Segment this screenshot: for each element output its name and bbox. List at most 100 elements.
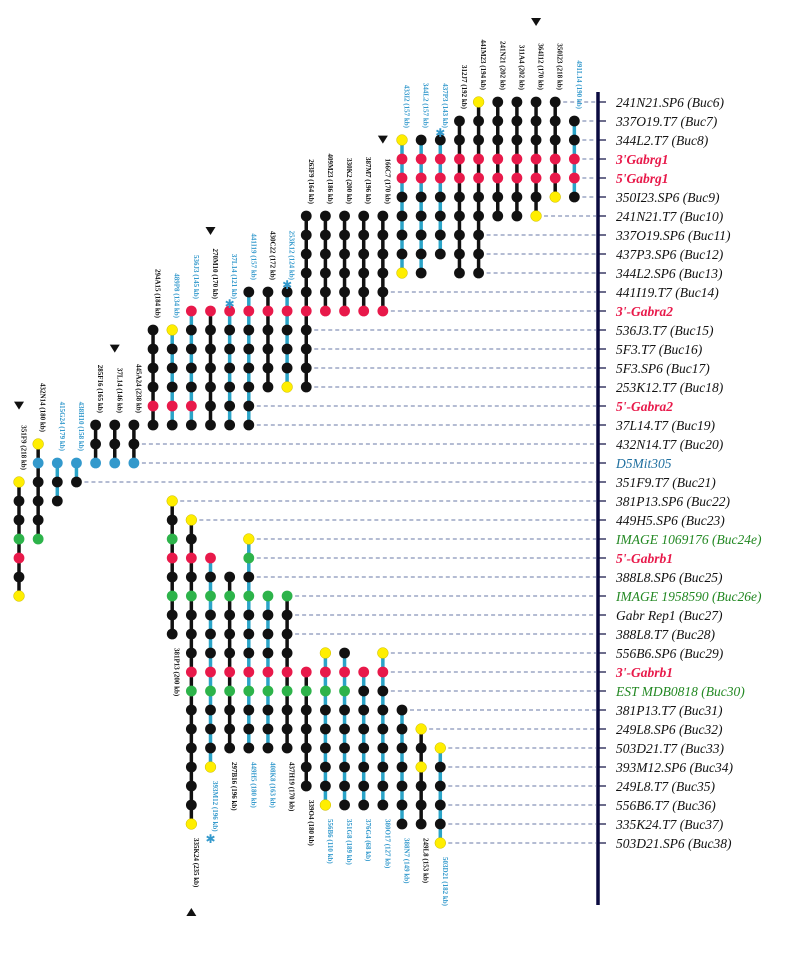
sts-dot <box>358 267 370 279</box>
sts-dot <box>281 286 293 298</box>
sts-dot <box>147 381 159 393</box>
clone-label: 556B6 (110 kb) <box>326 819 334 864</box>
sts-dot <box>71 476 82 488</box>
sts-dot <box>511 153 523 165</box>
clone-columns <box>13 96 580 849</box>
sts-dot <box>243 552 255 564</box>
sts-dot <box>358 780 370 792</box>
marker-label: IMAGE 1958590 (Buc26e) <box>615 589 762 604</box>
sts-dot <box>377 305 389 317</box>
sts-dot <box>109 438 121 450</box>
sts-dot <box>339 229 350 241</box>
sts-dot <box>320 761 331 773</box>
sts-dot <box>166 419 178 431</box>
sts-dot <box>339 685 350 697</box>
sts-dot <box>320 229 331 241</box>
sts-dot <box>339 286 350 298</box>
sts-dot <box>262 647 274 659</box>
sts-dot <box>262 381 274 393</box>
clone-label: 441M23 (194 kb) <box>479 39 487 90</box>
clone-label: 350I23 (218 kb) <box>556 43 564 90</box>
clone-438h10 <box>71 457 82 488</box>
sts-dot <box>549 134 561 146</box>
sts-dot <box>205 590 216 602</box>
sts-dot <box>434 229 446 241</box>
clone-label: 393M12 (196 kb) <box>211 781 219 832</box>
clone-491l14 <box>568 115 580 203</box>
sts-dot <box>434 742 446 754</box>
sts-dot <box>147 400 159 412</box>
clone-37l14 <box>224 305 236 431</box>
sts-dot <box>530 96 542 108</box>
sts-dot <box>320 305 331 317</box>
sts-dot <box>224 362 236 374</box>
sts-dot <box>71 457 82 469</box>
sts-dot <box>185 419 197 431</box>
clone-label: 335K24 (235 kb) <box>192 838 200 888</box>
clone-166c7 <box>377 210 389 317</box>
clone-430c22 <box>262 286 274 393</box>
sts-dot <box>205 552 216 564</box>
star-icon: ✱ <box>282 278 292 292</box>
clone-label: 270M10 (170 kb) <box>211 248 219 299</box>
sts-dot <box>51 476 63 488</box>
sts-dot <box>415 191 427 203</box>
sts-dot <box>205 305 216 317</box>
sts-dot <box>434 191 446 203</box>
sts-dot <box>262 324 274 336</box>
sts-dot <box>396 153 408 165</box>
marker-label: 3'-Gabrb1 <box>615 665 673 680</box>
marker-label: 556B6.T7 (Buc36) <box>616 798 716 813</box>
marker-label: 37L14.T7 (Buc19) <box>615 418 716 433</box>
clone-label: 433I2 (157 kb) <box>403 85 411 129</box>
sts-dot <box>320 685 331 697</box>
sts-dot <box>243 286 255 298</box>
sts-dot <box>434 799 446 811</box>
marker-label: 437P3.SP6 (Buc12) <box>616 247 724 262</box>
clone-label: 445A24 (238 kb) <box>134 364 142 414</box>
marker-label: 5F3.SP6 (Buc17) <box>616 361 710 376</box>
sts-dot <box>262 666 274 678</box>
sts-dot <box>281 609 293 621</box>
sts-dot <box>320 267 331 279</box>
sts-dot <box>434 172 446 184</box>
sts-dot <box>320 704 331 716</box>
sts-dot <box>473 229 484 241</box>
sts-dot <box>300 742 312 754</box>
sts-dot <box>185 685 197 697</box>
sts-dot <box>472 96 485 108</box>
sts-dot <box>549 96 561 108</box>
sts-dot <box>396 267 408 279</box>
clone-556b6 <box>319 647 332 811</box>
sts-dot <box>358 685 370 697</box>
clone-441i19 <box>243 286 255 431</box>
sts-dot <box>205 742 216 754</box>
clone-label: 241N21 (202 kb) <box>498 41 506 91</box>
sts-dot <box>205 723 216 735</box>
sts-dot <box>224 685 236 697</box>
sts-dot <box>300 210 312 222</box>
sts-dot <box>205 400 216 412</box>
clone-380o17 <box>377 647 389 811</box>
sts-dot <box>492 134 504 146</box>
marker-label: 337O19.T7 (Buc7) <box>615 114 718 129</box>
sts-dot <box>454 267 465 279</box>
sts-dot <box>224 571 236 583</box>
sts-dot <box>185 761 197 773</box>
sts-dot <box>549 191 561 203</box>
clone-364i12 <box>530 96 542 222</box>
sts-dot <box>339 267 350 279</box>
sts-dot <box>51 457 63 469</box>
sts-dot <box>185 514 198 526</box>
marker-label: 5'-Gabrb1 <box>616 551 673 566</box>
marker-label: 449H5.SP6 (Buc23) <box>616 513 725 528</box>
sts-dot <box>109 457 121 469</box>
sts-dot <box>377 248 389 260</box>
sts-dot <box>415 267 427 279</box>
sts-dot <box>13 533 25 545</box>
sts-dot <box>224 704 236 716</box>
clone-381p13 <box>166 495 178 640</box>
sts-dot <box>300 381 312 393</box>
sts-dot <box>224 381 236 393</box>
sts-dot <box>473 115 484 127</box>
